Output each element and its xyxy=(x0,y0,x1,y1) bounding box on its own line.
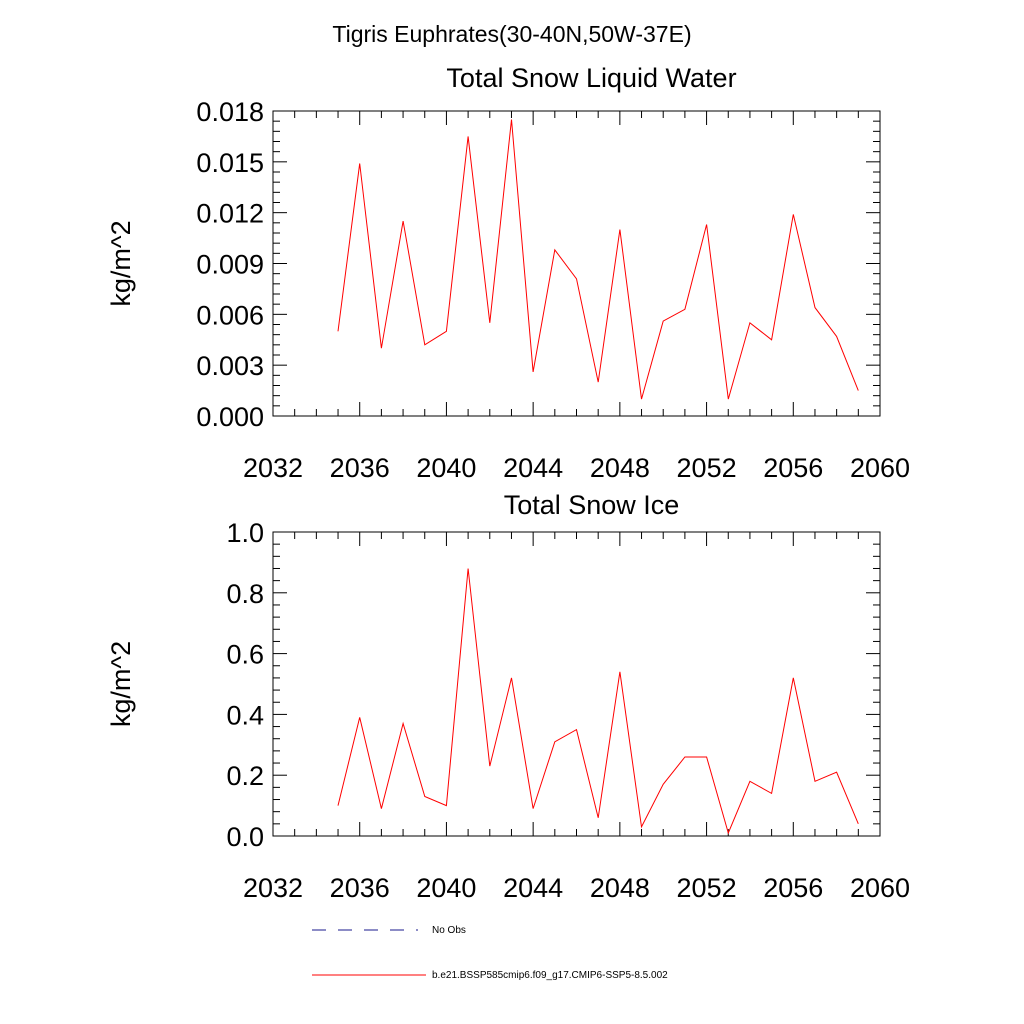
series-line xyxy=(337,568,859,835)
y-tick-label: 0.8 xyxy=(226,579,264,609)
plot-frame xyxy=(272,531,881,837)
series-line xyxy=(337,119,859,400)
x-tick-label: 2056 xyxy=(763,873,823,903)
plot-frame xyxy=(272,110,881,417)
y-tick-label: 0.003 xyxy=(196,351,264,381)
x-tick-label: 2036 xyxy=(330,873,390,903)
y-axis-label: kg/m^2 xyxy=(106,220,136,306)
figure-suptitle: Tigris Euphrates(30-40N,50W-37E) xyxy=(332,21,691,47)
x-tick-label: 2060 xyxy=(850,453,910,483)
y-tick-label: 0.6 xyxy=(226,640,264,670)
legend: No Obs b.e21.BSSP585cmip6.f09_g17.CMIP6-… xyxy=(312,925,668,981)
legend-model-label: b.e21.BSSP585cmip6.f09_g17.CMIP6-SSP5-8.… xyxy=(432,970,668,981)
y-tick-label: 0.000 xyxy=(196,402,264,432)
y-tick-label: 0.4 xyxy=(226,700,264,730)
x-tick-label: 2052 xyxy=(677,873,737,903)
panel-title: Total Snow Ice xyxy=(504,490,680,520)
x-tick-label: 2044 xyxy=(503,453,563,483)
y-tick-label: 0.2 xyxy=(226,761,264,791)
x-tick-label: 2032 xyxy=(243,453,303,483)
x-tick-label: 2060 xyxy=(850,873,910,903)
x-tick-label: 2040 xyxy=(416,873,476,903)
y-tick-label: 0.009 xyxy=(196,250,264,280)
y-axis-label: kg/m^2 xyxy=(106,641,136,727)
y-tick-label: 0.018 xyxy=(196,97,264,127)
snow-ice-panel: Total Snow Ice kg/m^2 2032 2036 2040 2044 2048… xyxy=(106,490,910,903)
legend-obs-label: No Obs xyxy=(432,925,466,936)
y-tick-label: 0.015 xyxy=(196,148,264,178)
x-tick-label: 2056 xyxy=(763,453,823,483)
x-tick-label: 2040 xyxy=(416,453,476,483)
snow-liquid-water-panel: Total Snow Liquid Water kg/m^2 2032 2036 204… xyxy=(106,63,910,483)
panel-title: Total Snow Liquid Water xyxy=(446,63,736,93)
x-tick-label: 2032 xyxy=(243,873,303,903)
x-tick-label: 2036 xyxy=(330,453,390,483)
x-tick-label: 2052 xyxy=(677,453,737,483)
x-tick-label: 2048 xyxy=(590,873,650,903)
x-tick-label: 2048 xyxy=(590,453,650,483)
y-tick-label: 0.012 xyxy=(196,199,264,229)
y-tick-label: 0.006 xyxy=(196,300,264,330)
y-tick-label: 0.0 xyxy=(226,822,264,852)
y-tick-label: 1.0 xyxy=(226,518,264,548)
x-tick-label: 2044 xyxy=(503,873,563,903)
